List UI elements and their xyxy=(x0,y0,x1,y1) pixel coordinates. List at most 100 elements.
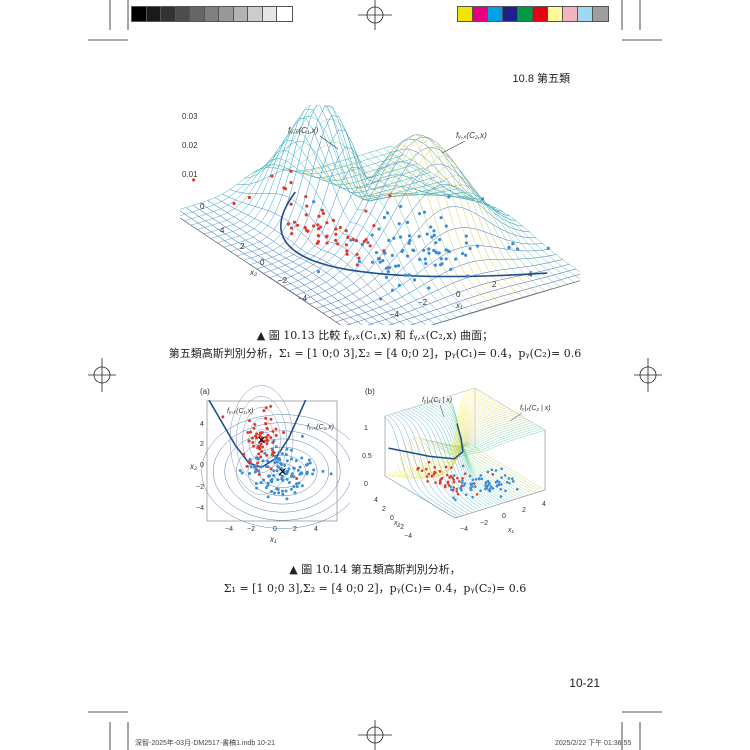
class1-point xyxy=(264,422,268,426)
class1-point xyxy=(247,419,251,423)
class2-point xyxy=(405,220,410,225)
class1-point xyxy=(191,178,196,182)
class1-point xyxy=(266,433,270,437)
class2-point xyxy=(304,463,308,467)
class2-point xyxy=(399,204,403,208)
class2-point xyxy=(296,468,300,472)
class1-point xyxy=(443,485,447,489)
class2-point xyxy=(262,478,266,482)
class2-point xyxy=(459,487,462,490)
x1-tick: 2 xyxy=(492,280,497,289)
class2-point xyxy=(500,483,503,486)
class1-point xyxy=(289,181,293,185)
class1-point xyxy=(463,472,467,475)
mesh-line xyxy=(388,268,576,325)
centroid-marker xyxy=(258,436,265,444)
class2-point xyxy=(515,247,520,251)
class2-point xyxy=(374,250,379,255)
class2-point xyxy=(255,456,259,460)
class2-point xyxy=(496,483,500,487)
class1-point xyxy=(458,480,461,483)
mesh-line xyxy=(222,193,416,325)
class2-point xyxy=(422,210,427,214)
class2-point xyxy=(284,453,288,457)
class2-point xyxy=(454,498,457,502)
class2-point xyxy=(295,485,299,489)
class2-point xyxy=(444,224,448,228)
annotation-class2: fᵧ,ₓ(C₂,x) xyxy=(456,131,487,140)
mesh-line xyxy=(324,146,524,298)
class2-point xyxy=(294,459,298,463)
class2-point xyxy=(401,248,405,253)
z-tick: 0.02 xyxy=(182,141,198,150)
process-swatch xyxy=(532,6,549,22)
process-swatch xyxy=(592,6,609,22)
figure-caption-10-14-line2: Σ₁ = [1 0;0 3],Σ₂ = [4 0;0 2]，pᵧ(C₁)= 0.… xyxy=(223,582,527,595)
mesh-line xyxy=(419,408,511,464)
class2-point xyxy=(292,466,296,470)
class1-point xyxy=(305,204,309,208)
class2-point xyxy=(480,477,484,481)
class1-point xyxy=(388,194,392,198)
class2-point xyxy=(292,475,296,479)
class1-point xyxy=(426,480,429,483)
class2-point xyxy=(285,447,289,451)
class2-point xyxy=(390,253,394,258)
class2-point xyxy=(480,197,485,201)
class1-point xyxy=(334,232,338,236)
class2-point xyxy=(253,470,257,474)
class2-point xyxy=(396,264,401,268)
class2-point xyxy=(461,464,465,468)
class2-point xyxy=(379,297,383,301)
class2-point xyxy=(489,485,493,489)
class1-point xyxy=(269,436,273,440)
x2-tick: 4 xyxy=(220,226,225,235)
class1-point xyxy=(472,482,476,485)
contour-class1 xyxy=(242,407,281,473)
mesh-line xyxy=(468,449,539,493)
z-tick: 0 xyxy=(364,481,368,488)
class1-point xyxy=(286,222,291,226)
class1-point xyxy=(242,452,246,456)
class1-point xyxy=(256,461,260,465)
class2-point xyxy=(511,477,514,481)
class2-point xyxy=(266,459,270,463)
gray-swatch xyxy=(145,6,162,22)
annotation-leader xyxy=(509,412,523,422)
z-tick: 0.5 xyxy=(362,453,372,460)
mesh-line xyxy=(399,396,491,479)
axis-frame xyxy=(180,217,580,325)
class2-point xyxy=(427,247,431,251)
class2-point xyxy=(444,257,448,261)
panel-label: (a) xyxy=(200,387,210,396)
mesh-line xyxy=(236,105,458,257)
class1-point xyxy=(334,238,338,243)
class2-point xyxy=(285,497,289,501)
gray-swatch xyxy=(218,6,235,22)
mesh-line xyxy=(361,154,560,287)
class2-point xyxy=(311,472,315,476)
class2-point xyxy=(503,474,507,477)
class1-point xyxy=(251,444,255,448)
class1-point xyxy=(247,439,251,443)
mesh-line xyxy=(180,150,398,216)
class1-point xyxy=(440,476,444,480)
class1-point xyxy=(425,467,428,471)
class2-point xyxy=(381,259,385,263)
class2-point xyxy=(405,254,410,258)
class1-point xyxy=(321,211,325,216)
class2-point xyxy=(377,227,381,231)
y-tick: 4 xyxy=(200,421,204,428)
class2-point xyxy=(461,252,465,256)
class2-point xyxy=(434,241,438,245)
mesh-line xyxy=(394,393,486,478)
z-tick: 0 xyxy=(200,202,205,211)
class1-point xyxy=(445,473,449,477)
class1-point xyxy=(274,434,278,438)
class2-point xyxy=(392,236,396,240)
decision-boundary xyxy=(388,423,464,460)
process-swatch xyxy=(457,6,474,22)
class2-point xyxy=(460,481,464,485)
x2-tick: 0 xyxy=(260,258,265,267)
class2-point xyxy=(449,485,453,488)
